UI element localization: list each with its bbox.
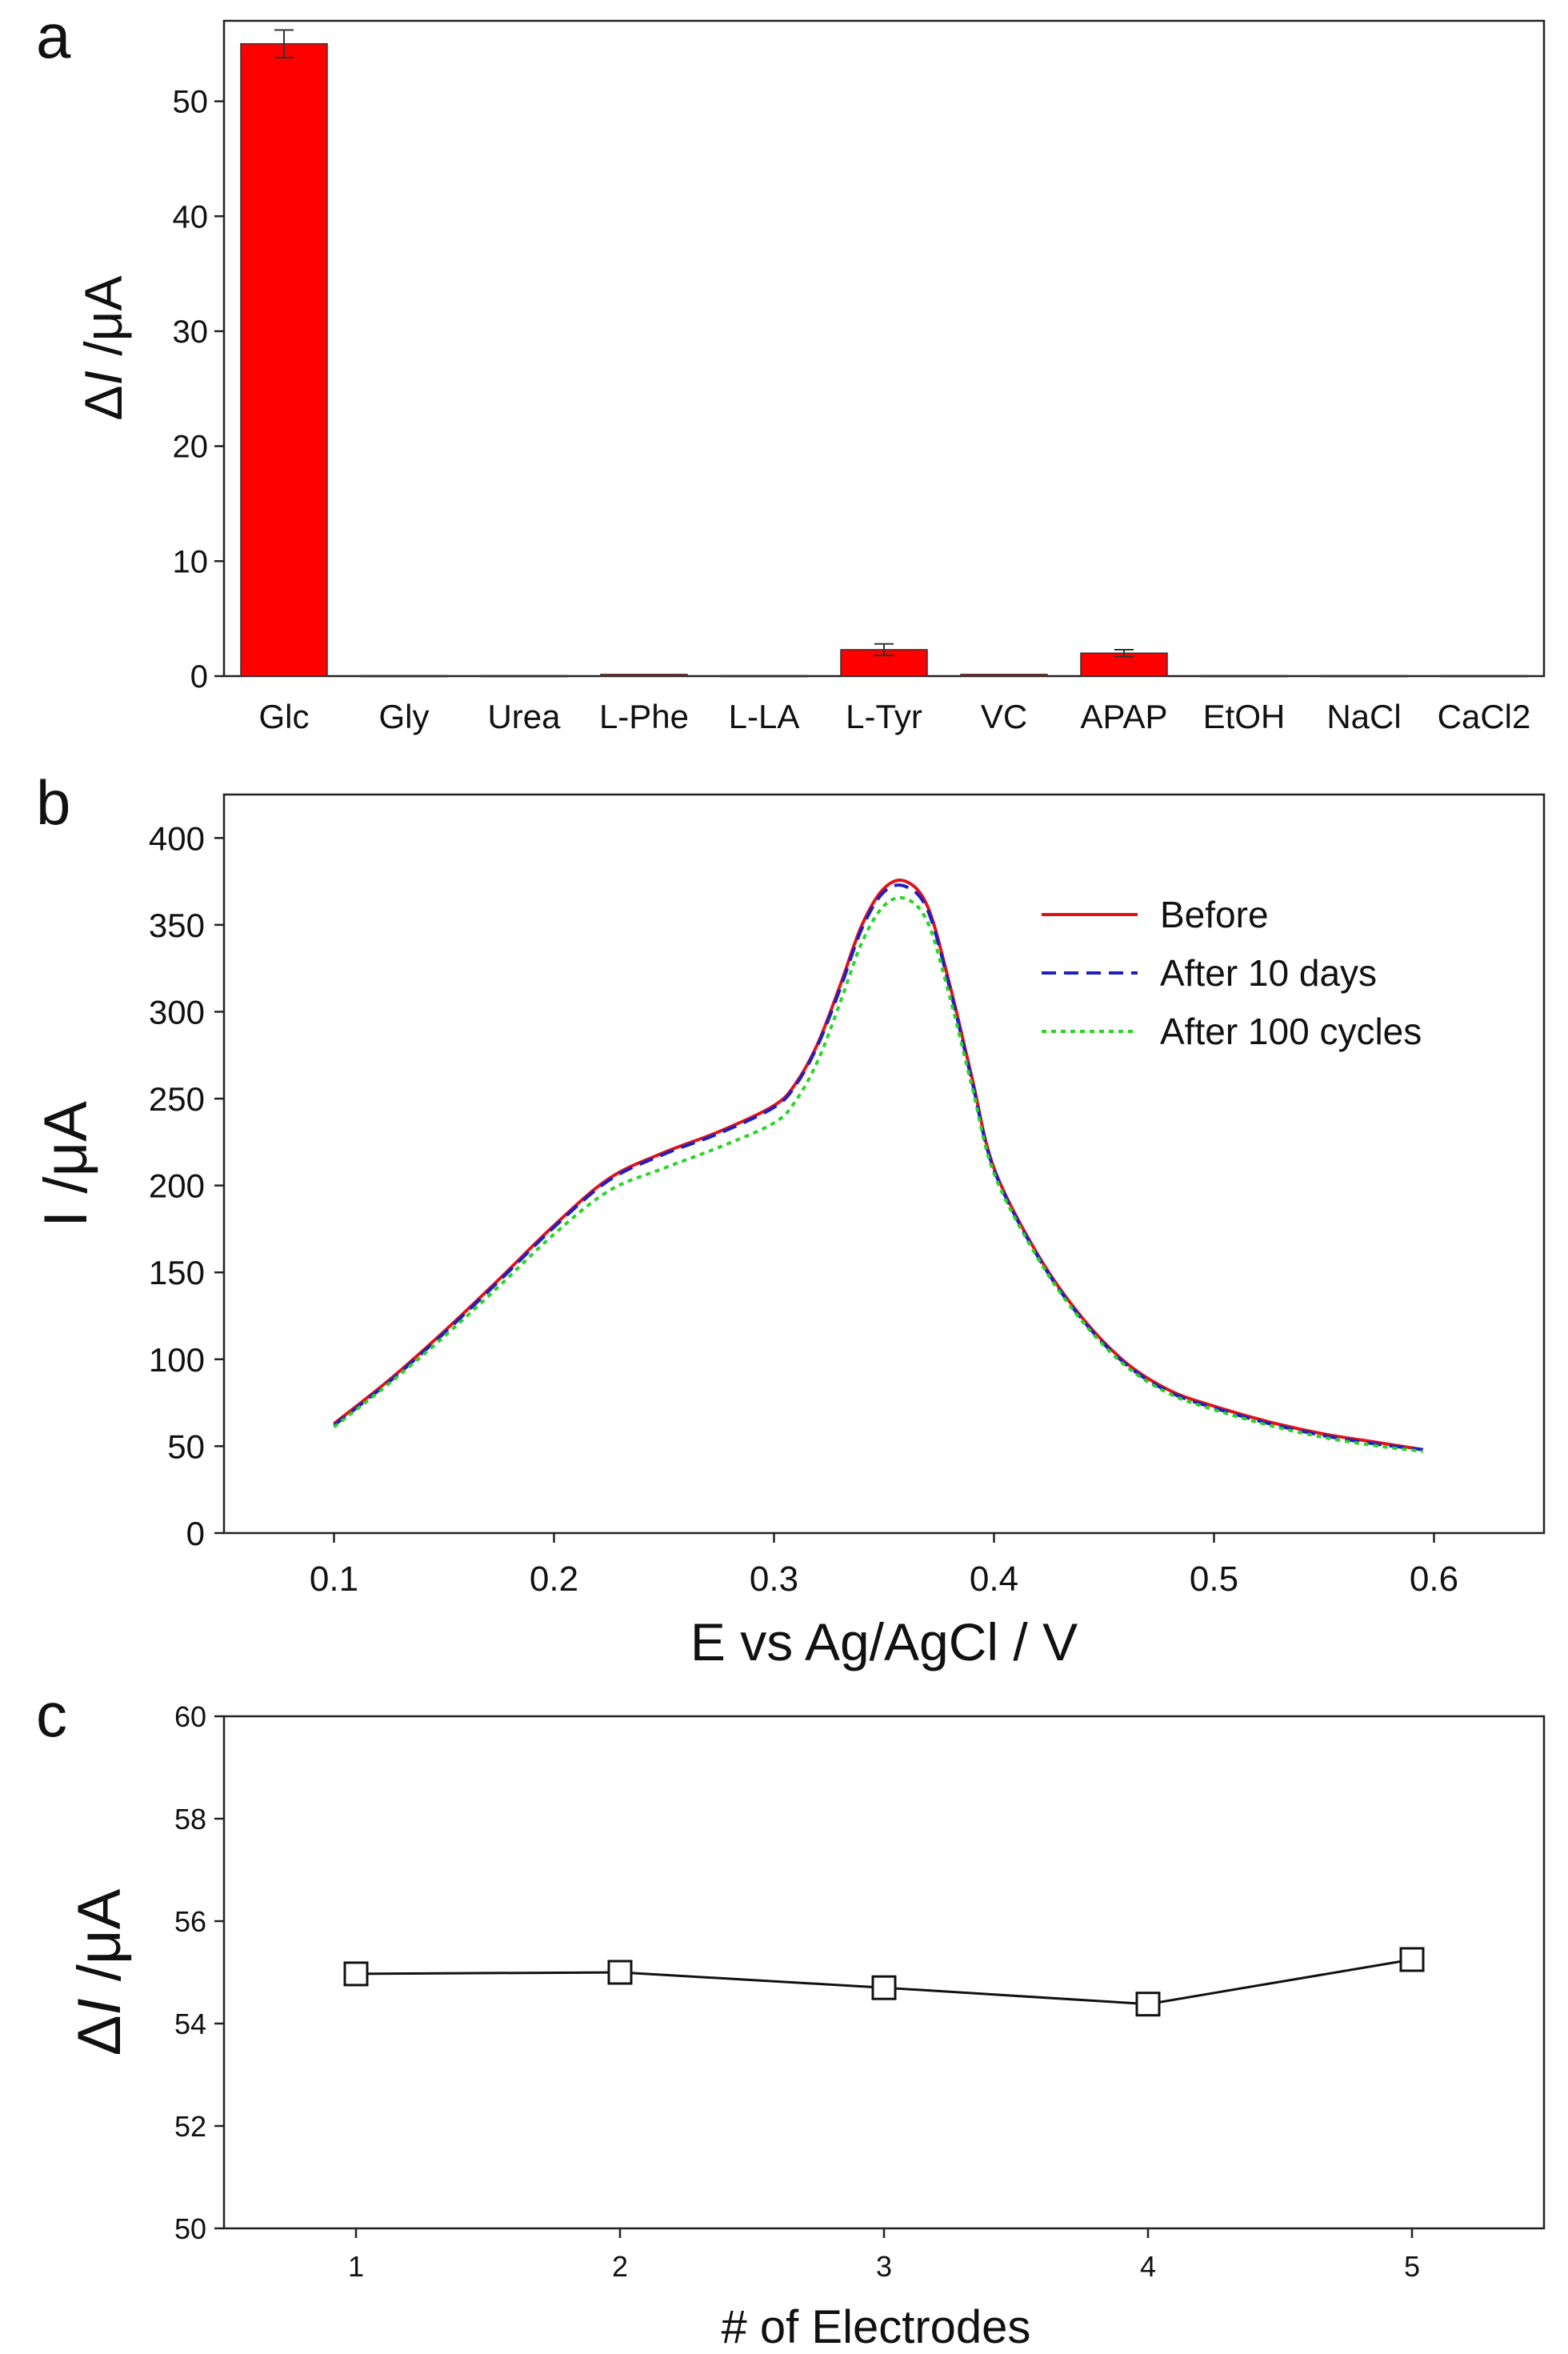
x-category-label: Urea (487, 698, 561, 735)
data-point-marker (607, 1960, 633, 1985)
legend-label: After 100 cycles (1160, 1011, 1422, 1052)
panel-b: b 0 50 100 150 200 250 300 350 400 0.1 0.2 0.3 0.4 0… (32, 767, 1546, 1671)
data-point-marker (1399, 1947, 1425, 1972)
panel-a-y-axis-label: ΔI /μA (74, 275, 133, 420)
x-category-label: VC (981, 698, 1027, 735)
series-line-after-10-days (333, 883, 1423, 1451)
panel-b-y-axis-label: I /μA (32, 1101, 100, 1227)
x-tick-label: 0.3 (750, 1559, 798, 1599)
bar-etoh (1200, 675, 1288, 678)
x-tick-label: 0.5 (1190, 1559, 1238, 1599)
y-tick-label: 10 (173, 544, 209, 579)
panel-b-letter: b (36, 767, 70, 838)
y-tick-label: 30 (173, 314, 209, 350)
y-tick-label: 350 (149, 907, 205, 944)
y-tick-label: 54 (174, 2008, 206, 2040)
bar-l-la (720, 675, 808, 678)
series-line-before (333, 878, 1424, 1451)
legend-label: Before (1160, 894, 1269, 935)
x-category-label: NaCl (1326, 698, 1401, 735)
y-tick-label: 100 (149, 1341, 205, 1379)
x-category-label: CaCl2 (1438, 698, 1531, 735)
x-tick-label: 0.6 (1410, 1559, 1458, 1599)
data-point-marker (871, 1975, 897, 2000)
y-tick-label: 300 (149, 993, 205, 1031)
x-category-label: L-Phe (599, 698, 689, 735)
y-tick-label: 40 (173, 199, 209, 234)
panel-c-y-axis-label: ΔI /μA (66, 1888, 134, 2056)
data-point-marker (1135, 1992, 1161, 2017)
x-tick-label: 1 (348, 2250, 364, 2283)
panel-b-plot-frame (222, 793, 1546, 1535)
x-category-label: Gly (379, 698, 430, 735)
x-tick-label: 0.4 (970, 1559, 1018, 1599)
panel-a-plot-frame (222, 19, 1546, 678)
y-tick-label: 400 (149, 819, 205, 857)
x-tick-label: 0.2 (530, 1559, 578, 1599)
y-tick-label: 200 (149, 1167, 205, 1205)
bar-gly (360, 675, 448, 678)
y-tick-label: 250 (149, 1080, 205, 1118)
panel-b-x-axis-label: E vs Ag/AgCl / V (690, 1612, 1078, 1671)
panel-c-x-axis-label: # of Electrodes (722, 2301, 1031, 2353)
data-point-marker (343, 1961, 369, 1987)
y-tick-label: 52 (174, 2110, 206, 2143)
panel-a: a 0 10 20 30 40 50 Glc Gly Urea L-Phe L-LA L-Tyr VC… (36, 1, 1546, 735)
bar-glc (240, 42, 328, 677)
x-tick-label: 5 (1404, 2250, 1420, 2283)
bar-vc (960, 674, 1048, 677)
y-tick-label: 56 (174, 1905, 206, 1938)
y-tick-label: 50 (174, 2212, 206, 2245)
y-tick-label: 50 (173, 85, 209, 120)
series-line-after-100-cycles (333, 895, 1423, 1453)
x-tick-label: 3 (876, 2250, 892, 2283)
y-tick-label: 50 (167, 1427, 205, 1465)
x-category-label: APAP (1081, 698, 1168, 735)
y-tick-label: 150 (149, 1254, 205, 1291)
panel-c: c 50 52 54 56 58 60 1 2 3 4 5 # of Electrodes ΔI … (36, 1679, 1546, 2353)
x-tick-label: 2 (612, 2250, 628, 2283)
bar-urea (480, 675, 568, 678)
panel-c-letter: c (36, 1679, 67, 1750)
bar-l-phe (600, 674, 688, 677)
legend-label: After 10 days (1160, 952, 1377, 994)
y-tick-label: 0 (186, 1515, 205, 1552)
y-tick-label: 60 (174, 1700, 206, 1733)
x-category-label: L-LA (729, 698, 800, 735)
bar-nacl (1320, 675, 1408, 678)
bar-cacl2 (1440, 675, 1528, 678)
y-tick-label: 0 (190, 659, 208, 695)
panel-a-letter: a (36, 1, 71, 71)
y-tick-label: 20 (173, 430, 209, 465)
y-tick-label: 58 (174, 1803, 206, 1836)
x-category-label: EtOH (1203, 698, 1286, 735)
x-tick-label: 0.1 (310, 1559, 358, 1599)
x-category-label: L-Tyr (846, 698, 922, 735)
x-category-label: Glc (259, 698, 310, 735)
x-tick-label: 4 (1140, 2250, 1156, 2283)
